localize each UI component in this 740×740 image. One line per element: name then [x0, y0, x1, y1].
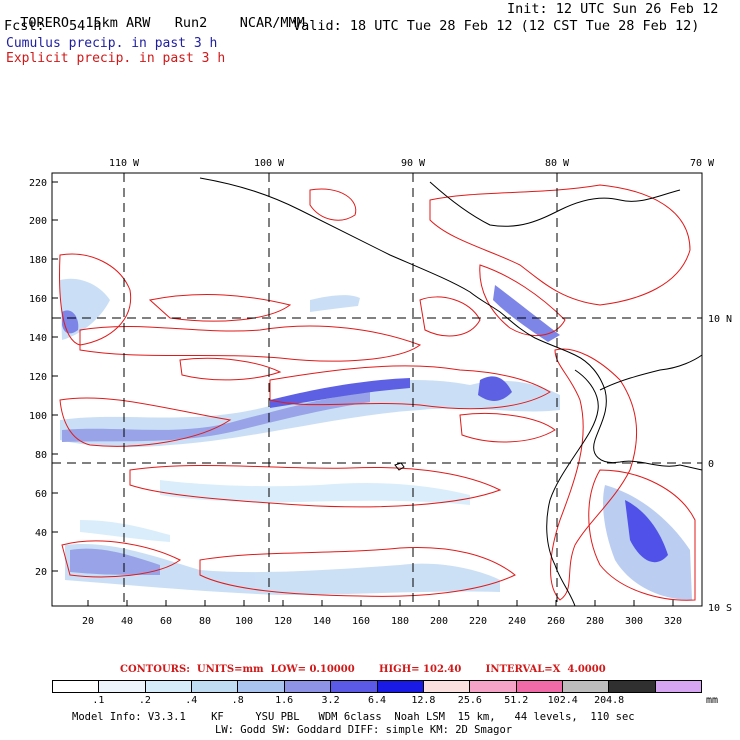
- x-tick-label: 160: [352, 616, 370, 627]
- lon-label: 90 W: [401, 158, 426, 169]
- color-scale-cell: [609, 681, 656, 692]
- color-scale-cell: [99, 681, 146, 692]
- lon-label: 80 W: [545, 158, 570, 169]
- color-scale-label: .4: [185, 695, 198, 706]
- y-tick-label: 100: [29, 411, 47, 422]
- color-scale-label: 102.4: [547, 695, 578, 706]
- lat-label: 0: [708, 459, 714, 470]
- color-scale-bar: [52, 680, 702, 693]
- color-scale-cell: [331, 681, 378, 692]
- contour-info: CONTOURS: UNITS=mm LOW= 0.10000 HIGH= 10…: [120, 664, 606, 675]
- x-tick-label: 260: [547, 616, 565, 627]
- color-scale-label: 3.2: [321, 695, 340, 706]
- y-tick-label: 80: [35, 450, 47, 461]
- color-scale-cell: [238, 681, 285, 692]
- x-tick-label: 140: [313, 616, 331, 627]
- cumulus-legend: Cumulus precip. in past 3 h: [6, 36, 218, 51]
- color-scale-cell: [423, 681, 471, 692]
- color-scale-label: 6.4: [367, 695, 387, 706]
- y-tick-label: 220: [29, 178, 47, 189]
- color-scale-cell: [562, 681, 610, 692]
- color-scale-cell: [655, 681, 702, 692]
- forecast-hour: Fcst: 54 h: [4, 18, 102, 34]
- y-tick-label: 40: [35, 528, 47, 539]
- color-scale-cell: [470, 681, 517, 692]
- x-tick-label: 60: [160, 616, 172, 627]
- color-scale-label: .2: [138, 695, 151, 706]
- valid-time: Valid: 18 UTC Tue 28 Feb 12 (12 CST Tue …: [293, 18, 700, 34]
- color-scale-cell: [53, 681, 100, 692]
- x-tick-label: 100: [235, 616, 253, 627]
- x-tick-label: 220: [469, 616, 487, 627]
- color-scale-label: 51.2: [504, 695, 529, 706]
- color-scale-label: .1: [92, 695, 105, 706]
- color-scale-label: 25.6: [457, 695, 482, 706]
- color-scale-cell: [192, 681, 239, 692]
- y-tick-label: 60: [35, 489, 47, 500]
- y-tick-label: 180: [29, 255, 47, 266]
- model-name: TORERO 15km ARW Run2 NCAR/MMM: [20, 15, 305, 31]
- color-scale-label: 12.8: [411, 695, 436, 706]
- lat-label: 10 N: [708, 314, 732, 325]
- lat-label: 10 S: [708, 603, 732, 614]
- color-scale-label: 204.8: [594, 695, 625, 706]
- x-tick-label: 20: [82, 616, 94, 627]
- color-scale-cell: [145, 681, 193, 692]
- x-tick-label: 320: [664, 616, 682, 627]
- x-tick-label: 240: [508, 616, 526, 627]
- lon-label: 110 W: [109, 158, 140, 169]
- x-tick-label: 40: [121, 616, 133, 627]
- lon-label: 100 W: [254, 158, 285, 169]
- explicit-precip-contours: [59, 184, 696, 601]
- explicit-legend: Explicit precip. in past 3 h: [6, 51, 226, 66]
- color-scale-cell: [377, 681, 424, 692]
- color-scale-unit: mm: [705, 695, 719, 706]
- x-tick-label: 120: [274, 616, 292, 627]
- y-tick-label: 120: [29, 372, 47, 383]
- model-info-line2: LW: Godd SW: Goddard DIFF: simple KM: 2D…: [215, 724, 513, 736]
- x-tick-label: 200: [430, 616, 448, 627]
- color-scale-cell: [516, 681, 563, 692]
- tick-marks: [52, 181, 674, 606]
- y-tick-label: 20: [35, 567, 47, 578]
- y-tick-label: 200: [29, 216, 47, 227]
- model-info-line1: Model Info: V3.3.1 KF YSU PBL WDM 6class…: [72, 711, 635, 723]
- cumulus-precip-areas: [60, 278, 692, 600]
- graticule: [52, 173, 702, 606]
- init-time: Init: 12 UTC Sun 26 Feb 12: [507, 1, 719, 17]
- color-scale-label: .8: [231, 695, 244, 706]
- color-scale-label: 1.6: [275, 695, 294, 706]
- lon-label: 70 W: [690, 158, 715, 169]
- x-tick-label: 280: [586, 616, 604, 627]
- x-tick-label: 180: [391, 616, 409, 627]
- color-scale-cell: [284, 681, 332, 692]
- x-tick-label: 80: [199, 616, 211, 627]
- x-tick-label: 300: [625, 616, 643, 627]
- y-tick-label: 140: [29, 333, 47, 344]
- y-tick-label: 160: [29, 294, 47, 305]
- coastlines: [199, 177, 703, 607]
